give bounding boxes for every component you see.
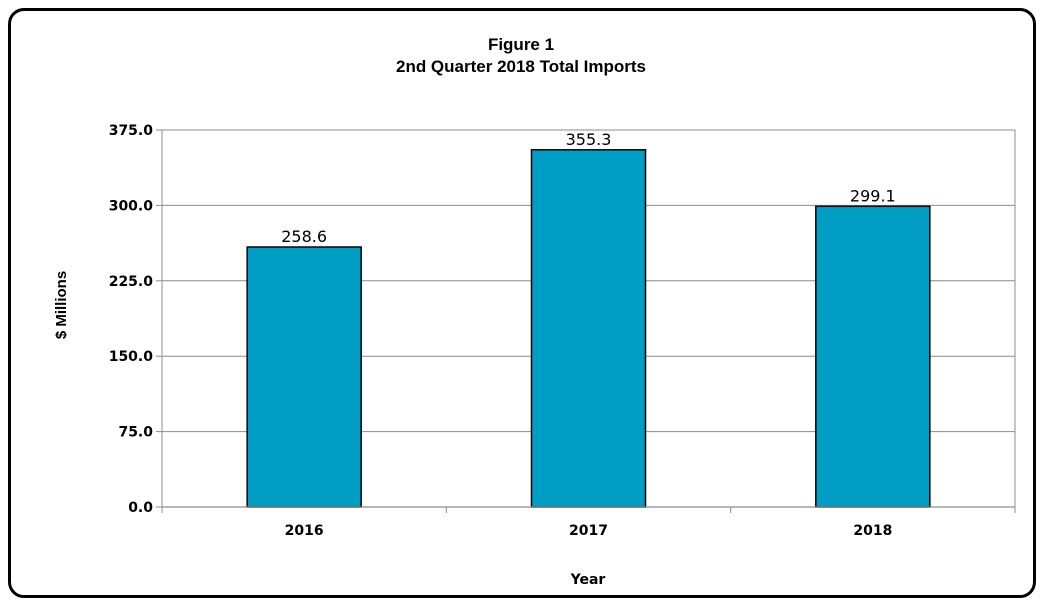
y-tick-label: 375.0 xyxy=(109,123,154,139)
bar-2016 xyxy=(246,246,362,508)
y-tick-label: 150.0 xyxy=(109,349,154,365)
data-labels: 258.6 355.3 299.1 xyxy=(281,130,895,246)
x-tick-labels: 2016 2017 2018 xyxy=(285,523,893,539)
y-tick-label: 300.0 xyxy=(109,198,154,214)
bars xyxy=(246,149,931,508)
chart-title: Figure 1 xyxy=(488,35,554,54)
y-axis-title: $ Millions xyxy=(53,271,70,339)
x-tick-label: 2018 xyxy=(853,523,892,539)
data-label: 258.6 xyxy=(281,227,327,246)
chart-subtitle: 2nd Quarter 2018 Total Imports xyxy=(396,57,646,76)
y-tick-label: 75.0 xyxy=(118,425,153,441)
x-tick-label: 2016 xyxy=(285,523,324,539)
y-tick-labels: 0.0 75.0 150.0 225.0 300.0 375.0 xyxy=(109,123,154,516)
data-label: 299.1 xyxy=(850,186,896,205)
y-tick-label: 0.0 xyxy=(128,500,153,516)
bar-2018 xyxy=(815,205,931,508)
x-axis-title: Year xyxy=(570,572,606,588)
axes xyxy=(156,129,1016,513)
bar-2017 xyxy=(530,149,647,508)
x-tick-label: 2017 xyxy=(569,523,608,539)
y-tick-label: 225.0 xyxy=(109,274,154,290)
data-label: 355.3 xyxy=(566,130,612,149)
